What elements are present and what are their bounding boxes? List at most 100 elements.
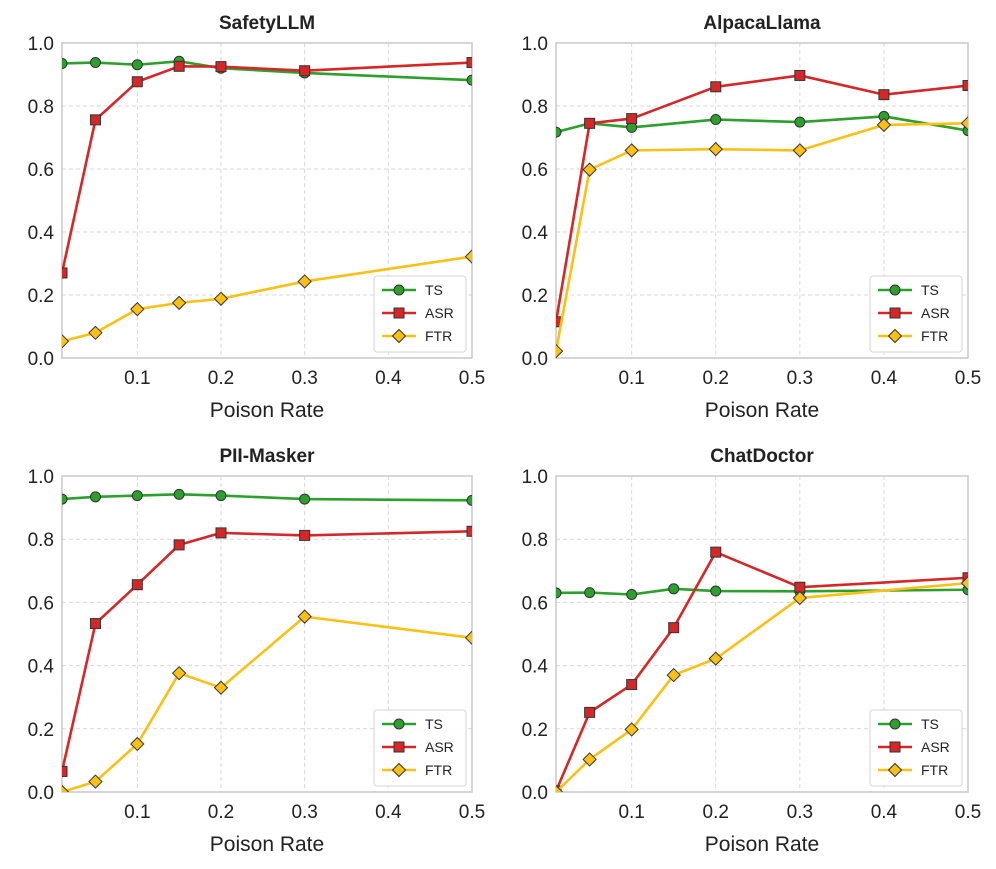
data-point-asr — [215, 527, 227, 539]
y-tick-label: 0.2 — [28, 286, 54, 307]
data-point-asr — [794, 581, 806, 593]
x-axis-label: Poison Rate — [210, 833, 324, 856]
x-tick-label: 0.1 — [124, 368, 150, 389]
legend-marker-ftr — [391, 328, 407, 344]
data-point-asr — [299, 529, 311, 541]
legend-label-asr: ASR — [921, 739, 950, 755]
data-point-asr — [131, 76, 143, 88]
x-tick-label: 0.2 — [208, 368, 234, 389]
data-point-ts — [710, 114, 722, 126]
data-point-ftr — [88, 325, 103, 341]
legend: TS ASR FTR — [869, 709, 963, 787]
data-point-asr — [299, 65, 311, 77]
series-ftr — [556, 116, 968, 358]
x-tick-label: 0.5 — [955, 802, 981, 823]
legend-label-ts: TS — [921, 282, 939, 298]
data-point-ftr — [624, 722, 639, 737]
x-tick-label: 0.5 — [459, 802, 485, 823]
data-point-ts — [794, 116, 806, 128]
legend-marker-ftr — [887, 328, 903, 344]
legend-marker-ts — [393, 284, 405, 296]
data-point-ts — [556, 587, 562, 599]
x-tick-label: 0.4 — [871, 802, 898, 823]
y-tick-label: 0.0 — [522, 349, 548, 370]
data-point-ftr — [297, 609, 312, 624]
legend-label-ts: TS — [425, 716, 443, 732]
chart-panel-pii-masker: PII-Masker 0.0 0.2 0.4 0.6 0.8 1.0 0.1 0.2 0.3 0.4… — [28, 446, 486, 856]
data-point-ts — [668, 583, 680, 595]
data-point-ts — [466, 494, 472, 506]
data-point-ftr — [792, 143, 808, 158]
chart-title: AlpacaLlama — [703, 13, 821, 34]
x-tick-label: 0.2 — [703, 802, 729, 823]
y-tick-label: 0.2 — [28, 720, 54, 741]
y-tick-label: 1.0 — [28, 34, 54, 55]
series-ts — [62, 55, 472, 86]
x-tick-label: 0.5 — [459, 368, 485, 389]
data-point-ftr — [213, 680, 229, 695]
data-point-ftr — [130, 301, 145, 317]
data-point-ftr — [624, 143, 639, 158]
x-tick-label: 0.1 — [124, 802, 150, 823]
data-point-ftr — [960, 116, 968, 131]
data-point-asr — [466, 525, 472, 537]
data-point-asr — [62, 765, 68, 777]
y-tick-label: 0.8 — [28, 530, 54, 551]
data-point-ftr — [556, 343, 564, 358]
x-tick-label: 0.4 — [871, 368, 898, 389]
data-point-ftr — [708, 141, 723, 157]
series-line-ts — [62, 493, 472, 502]
data-point-asr — [962, 572, 968, 584]
data-point-ts — [626, 589, 638, 600]
legend-label-ftr: FTR — [921, 762, 948, 778]
data-point-ts — [556, 126, 562, 138]
x-tick-label: 0.2 — [703, 368, 729, 389]
series-asr — [62, 525, 472, 777]
y-tick-label: 0.8 — [522, 97, 548, 118]
plot-frame — [555, 475, 969, 793]
x-tick-label: 0.1 — [618, 802, 644, 823]
x-axis-label: Poison Rate — [210, 399, 324, 422]
data-point-ftr — [62, 334, 70, 349]
x-axis-label: Poison Rate — [705, 833, 819, 856]
legend: TS ASR FTR — [869, 275, 963, 353]
data-point-ts — [466, 74, 472, 86]
data-point-ts — [215, 490, 227, 502]
y-tick-label: 0.8 — [28, 97, 54, 118]
y-tick-label: 0.0 — [28, 783, 54, 804]
series-ftr — [62, 609, 472, 792]
legend-marker-asr — [889, 741, 901, 753]
x-tick-label: 0.5 — [955, 368, 981, 389]
legend-label-asr: ASR — [921, 305, 950, 321]
legend-marker-ftr — [391, 762, 407, 778]
legend-label-asr: ASR — [425, 739, 454, 755]
data-point-ts — [89, 491, 101, 503]
data-point-ftr — [556, 784, 564, 792]
legend-label-ts: TS — [425, 282, 443, 298]
data-point-asr — [173, 60, 185, 72]
data-point-ftr — [666, 667, 681, 683]
x-tick-label: 0.4 — [375, 802, 402, 823]
y-tick-label: 0.6 — [28, 160, 54, 181]
x-axis-label: Poison Rate — [705, 399, 819, 422]
legend-marker-ftr — [887, 762, 903, 778]
series-ftr — [556, 575, 968, 792]
chart-title: SafetyLLM — [219, 13, 315, 34]
plot-frame — [61, 42, 473, 359]
y-tick-label: 1.0 — [522, 467, 548, 488]
data-point-asr — [584, 117, 596, 129]
series-ftr — [62, 249, 472, 349]
series-line-ts — [62, 59, 472, 82]
legend: TS ASR FTR — [373, 275, 467, 353]
data-point-ts — [584, 587, 596, 599]
data-point-ts — [131, 490, 143, 502]
data-point-asr — [466, 57, 472, 69]
data-point-asr — [215, 61, 227, 73]
x-tick-label: 0.3 — [787, 368, 813, 389]
data-point-ftr — [171, 295, 187, 311]
data-point-ts — [173, 488, 185, 500]
data-point-asr — [878, 89, 890, 101]
data-point-asr — [89, 114, 101, 126]
legend-marker-ts — [393, 718, 405, 730]
y-tick-label: 0.6 — [522, 160, 548, 181]
